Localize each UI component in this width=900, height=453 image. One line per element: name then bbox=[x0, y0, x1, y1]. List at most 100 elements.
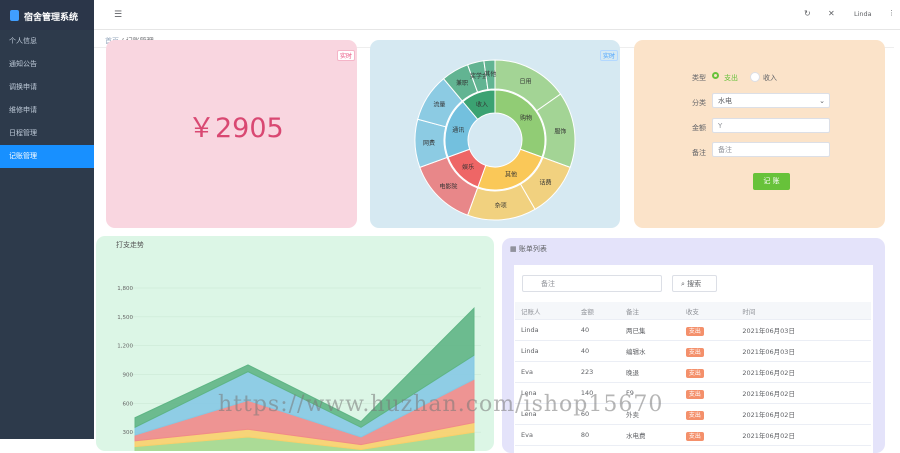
placeholder: Y bbox=[718, 122, 722, 130]
tag: 实时 bbox=[337, 50, 355, 61]
y-tick-label: 900 bbox=[123, 373, 134, 379]
label: 金额 bbox=[692, 123, 706, 133]
radio-label[interactable]: 收入 bbox=[763, 73, 777, 83]
cell: Linda bbox=[515, 320, 575, 341]
user[interactable]: Linda bbox=[854, 10, 872, 18]
hamburger[interactable]: ☰ bbox=[114, 10, 122, 20]
app-title: 宿舍管理系统 bbox=[24, 10, 78, 23]
cell: 支出 bbox=[680, 425, 737, 446]
segment-label: 收入 bbox=[476, 100, 488, 108]
cell: 2021年06月02日 bbox=[736, 404, 871, 425]
sidebar: 宿舍管理系统 个人信息通知公告调换申请维修申请日程管理记账管理 bbox=[0, 0, 94, 439]
sunburst: 购物日用服饰其他话费杂项娱乐电影院通讯网费流量收入兼职奖学金其他 bbox=[370, 40, 620, 228]
column-header: 时间 bbox=[736, 302, 871, 320]
sunburst-card: 实时 购物日用服饰其他话费杂项娱乐电影院通讯网费流量收入兼职奖学金其他 bbox=[370, 40, 620, 228]
segment-label: 日用 bbox=[519, 78, 531, 85]
segment-label: 购物 bbox=[520, 114, 532, 122]
menu-item[interactable]: 调换申请 bbox=[0, 76, 94, 99]
menu-item[interactable]: 日程管理 bbox=[0, 122, 94, 145]
cell: 支出 bbox=[680, 341, 737, 362]
type-pill: 支出 bbox=[686, 432, 704, 441]
placeholder: 备注 bbox=[718, 146, 732, 154]
label: 分类 bbox=[692, 98, 706, 108]
label: 类型 bbox=[692, 73, 706, 83]
cell: 两已集 bbox=[620, 320, 680, 341]
segment-label: 话费 bbox=[540, 178, 552, 186]
segment-label: 娱乐 bbox=[462, 163, 474, 171]
chart-title: 打支走势 bbox=[116, 240, 144, 249]
cell: 223 bbox=[575, 362, 620, 383]
amount-input[interactable]: Y bbox=[712, 118, 830, 133]
cell: Linda bbox=[515, 341, 575, 362]
type-pill: 支出 bbox=[686, 348, 704, 357]
segment-label: 电影院 bbox=[439, 183, 457, 191]
cell: 80 bbox=[575, 425, 620, 446]
cell: 支出 bbox=[680, 404, 737, 425]
segment-label: 杂项 bbox=[495, 203, 507, 210]
note-input[interactable]: 备注 bbox=[712, 142, 830, 157]
type-pill: 支出 bbox=[686, 327, 704, 336]
cell: 2021年06月03日 bbox=[736, 320, 871, 341]
cell: Linda bbox=[515, 446, 575, 453]
y-tick-label: 300 bbox=[123, 430, 134, 436]
table-row: Linda400兼职收入2021年06月01日 bbox=[515, 446, 871, 453]
title: 账单列表 bbox=[519, 245, 547, 253]
cell: 400 bbox=[575, 446, 620, 453]
cell: 收入 bbox=[680, 446, 737, 453]
cell: Eva bbox=[515, 362, 575, 383]
menu-item[interactable]: 个人信息 bbox=[0, 30, 94, 53]
segment-label: 通讯 bbox=[452, 126, 464, 134]
search-input[interactable]: 备注 bbox=[522, 275, 662, 292]
cell: 2021年06月02日 bbox=[736, 383, 871, 404]
balance-card: 实时 ￥2905 bbox=[106, 40, 357, 228]
cell: 支出 bbox=[680, 320, 737, 341]
topbar: ☰ ↻ ✕ Linda ⋮ bbox=[94, 0, 900, 30]
cell: Eva bbox=[515, 425, 575, 446]
cell: 40 bbox=[575, 341, 620, 362]
cell: 40 bbox=[575, 320, 620, 341]
menu-item[interactable]: 记账管理 bbox=[0, 145, 94, 168]
header-row: 记账人金额备注收支时间 bbox=[515, 302, 871, 320]
segment-label: 网费 bbox=[423, 139, 435, 147]
fullscreen[interactable]: ✕ bbox=[828, 9, 835, 18]
card-title: ▦ 账单列表 bbox=[510, 244, 547, 254]
segment-label: 其他 bbox=[484, 70, 496, 78]
type-pill: 支出 bbox=[686, 390, 704, 399]
submit-button[interactable]: 记 账 bbox=[753, 173, 790, 190]
select[interactable]: 水电⌄ bbox=[712, 93, 830, 108]
radio[interactable] bbox=[750, 72, 760, 82]
cell: 支出 bbox=[680, 362, 737, 383]
menu-item[interactable]: 通知公告 bbox=[0, 53, 94, 76]
cell: 2021年06月03日 bbox=[736, 341, 871, 362]
radio[interactable] bbox=[712, 72, 719, 79]
segment-label: 流量 bbox=[433, 101, 445, 109]
segment-label: 兼职 bbox=[456, 79, 468, 87]
radio-label[interactable]: 支出 bbox=[724, 73, 738, 83]
page: {"app_title":"宿舍管理系统","menu":["个人信息","通知… bbox=[0, 0, 900, 439]
cell: 支出 bbox=[680, 383, 737, 404]
y-tick-label: 1,500 bbox=[117, 315, 133, 321]
cell: 2021年06月02日 bbox=[736, 425, 871, 446]
search-button[interactable]: ⌕ 搜索 bbox=[672, 275, 717, 292]
form-card: 类型 支出 收入 分类 水电⌄ 金额 Y 备注 备注 记 账 bbox=[634, 40, 885, 228]
placeholder: 备注 bbox=[541, 280, 555, 288]
more[interactable]: ⋮ bbox=[888, 9, 895, 17]
watermark: https://www.huzhan.com/ishop15670 bbox=[218, 392, 663, 417]
menu-item[interactable]: 维修申请 bbox=[0, 99, 94, 122]
column-header: 金额 bbox=[575, 302, 620, 320]
cell: 晚退 bbox=[620, 362, 680, 383]
refresh[interactable]: ↻ bbox=[804, 9, 811, 18]
column-header: 备注 bbox=[620, 302, 680, 320]
cell: 编辑水 bbox=[620, 341, 680, 362]
y-tick-label: 1,200 bbox=[117, 344, 133, 350]
logo: 宿舍管理系统 bbox=[0, 0, 94, 30]
label: 备注 bbox=[692, 148, 706, 158]
